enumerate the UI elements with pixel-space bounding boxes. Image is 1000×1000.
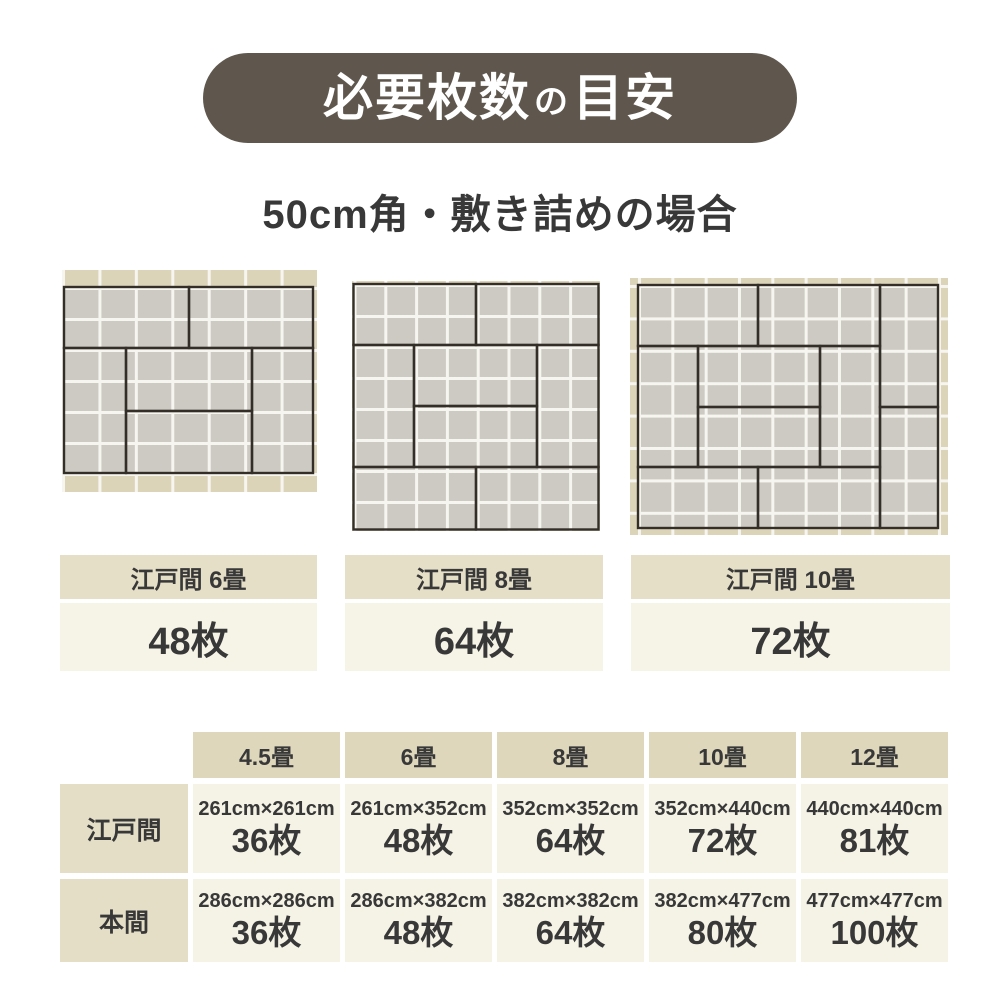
cell-count-text: 48枚 [383, 913, 454, 951]
layout-name-label: 江戸間 8畳 [345, 555, 603, 599]
layout-card-8jo: 江戸間 8畳 64枚 [345, 555, 603, 671]
cell-count-text: 64枚 [535, 913, 606, 951]
cell-count-text: 72枚 [687, 821, 758, 859]
room-diagram-8jo [352, 281, 600, 531]
cell-size-text: 382cm×382cm [502, 889, 639, 912]
cell-size-text: 352cm×352cm [502, 797, 639, 820]
layout-card-10jo: 江戸間 10畳 72枚 [631, 555, 950, 671]
table-col-header-6jo: 6畳 [345, 732, 492, 778]
title-banner: 必要枚数の目安 [203, 53, 797, 143]
table-cell: 352cm×440cm 72枚 [649, 784, 796, 873]
table-cell: 286cm×382cm 48枚 [345, 879, 492, 962]
table-col-header-8jo: 8畳 [497, 732, 644, 778]
table-corner-spacer [60, 732, 188, 778]
table-cell: 382cm×477cm 80枚 [649, 879, 796, 962]
table-cell: 477cm×477cm 100枚 [801, 879, 948, 962]
layout-card-6jo: 江戸間 6畳 48枚 [60, 555, 317, 671]
room-diagram-6jo [62, 270, 317, 492]
table-row-label-honma: 本間 [60, 879, 188, 962]
layout-count-label: 72枚 [631, 603, 950, 671]
table-col-header-12jo: 12畳 [801, 732, 948, 778]
banner-title-particle: の [534, 83, 570, 121]
layout-name-label: 江戸間 10畳 [631, 555, 950, 599]
cell-size-text: 261cm×261cm [198, 797, 335, 820]
room-diagram-10jo [630, 278, 948, 535]
cell-size-text: 440cm×440cm [806, 797, 943, 820]
layout-count-label: 48枚 [60, 603, 317, 671]
cell-count-text: 36枚 [231, 821, 302, 859]
cell-size-text: 382cm×477cm [654, 889, 791, 912]
table-cell: 352cm×352cm 64枚 [497, 784, 644, 873]
cell-count-text: 64枚 [535, 821, 606, 859]
table-col-header-10jo: 10畳 [649, 732, 796, 778]
cell-size-text: 286cm×382cm [350, 889, 487, 912]
table-row-label-edoma: 江戸間 [60, 784, 188, 873]
tatami-mats [62, 285, 315, 475]
cell-count-text: 80枚 [687, 913, 758, 951]
tatami-mats [636, 283, 940, 530]
layout-count-label: 64枚 [345, 603, 603, 671]
table-cell: 286cm×286cm 36枚 [193, 879, 340, 962]
size-table: 4.5畳 6畳 8畳 10畳 12畳 江戸間 261cm×261cm 36枚 2… [60, 732, 948, 962]
tatami-mats [352, 282, 600, 531]
cell-size-text: 477cm×477cm [806, 889, 943, 912]
subtitle: 50cm角・敷き詰めの場合 [262, 193, 738, 237]
table-cell: 440cm×440cm 81枚 [801, 784, 948, 873]
table-cell: 261cm×261cm 36枚 [193, 784, 340, 873]
cell-size-text: 352cm×440cm [654, 797, 791, 820]
cell-size-text: 261cm×352cm [350, 797, 487, 820]
layout-name-label: 江戸間 6畳 [60, 555, 317, 599]
tatami-mat [474, 465, 600, 531]
banner-title-part2: 目安 [573, 70, 677, 126]
banner-title-part1: 必要枚数 [323, 70, 531, 126]
cell-count-text: 48枚 [383, 821, 454, 859]
cell-count-text: 100枚 [830, 913, 919, 951]
cell-count-text: 36枚 [231, 913, 302, 951]
cell-size-text: 286cm×286cm [198, 889, 335, 912]
table-col-header-4-5jo: 4.5畳 [193, 732, 340, 778]
table-cell: 382cm×382cm 64枚 [497, 879, 644, 962]
tatami-mat [756, 465, 882, 530]
cell-count-text: 81枚 [839, 821, 910, 859]
tatami-mat [250, 346, 315, 475]
table-cell: 261cm×352cm 48枚 [345, 784, 492, 873]
